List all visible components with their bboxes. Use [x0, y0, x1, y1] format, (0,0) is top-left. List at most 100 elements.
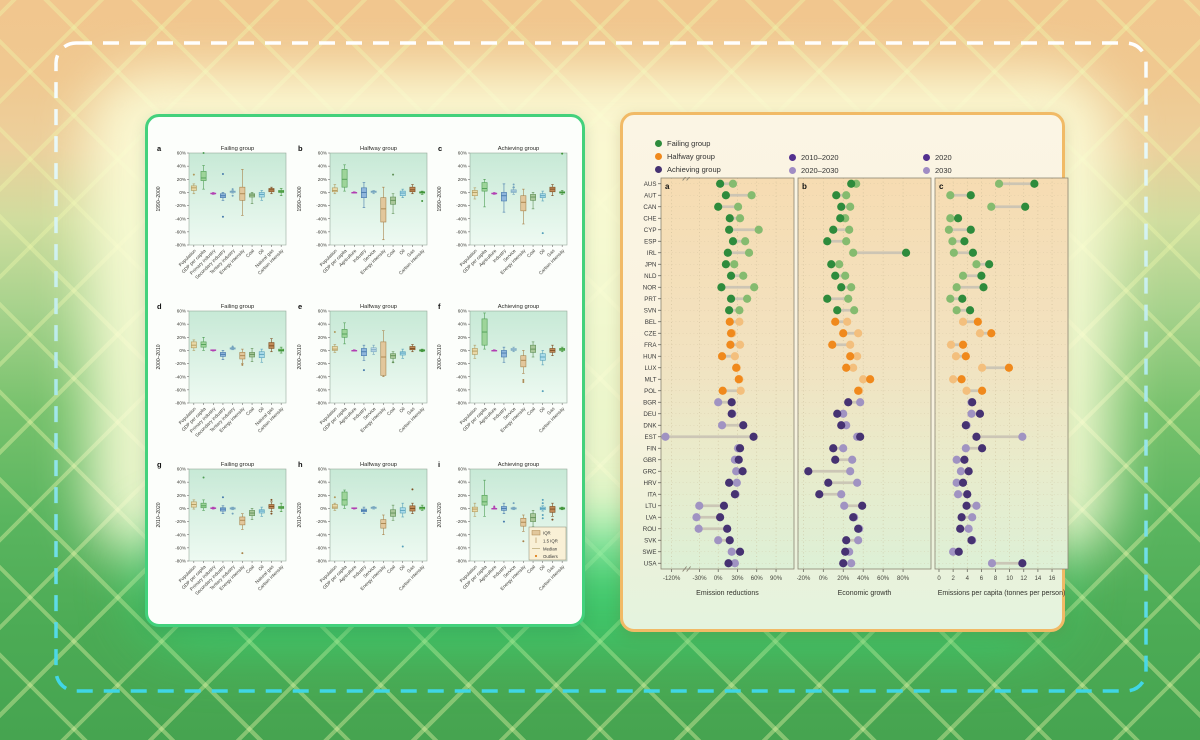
- svg-text:NOR: NOR: [643, 284, 657, 291]
- svg-text:-40%: -40%: [316, 374, 327, 379]
- dot-panels-container: -120% -30% 0% 30% 60% 90% AUS AUT CAN CHE CYP ESP IR…: [631, 177, 1069, 623]
- svg-text:-60%: -60%: [175, 545, 186, 550]
- svg-text:0%: 0%: [179, 190, 186, 195]
- legend-label: Failing group: [667, 139, 711, 148]
- svg-text:60%: 60%: [177, 467, 186, 472]
- svg-text:-20%: -20%: [457, 361, 468, 366]
- svg-text:ROU: ROU: [643, 526, 657, 533]
- svg-text:0%: 0%: [320, 348, 327, 353]
- svg-text:30%: 30%: [731, 576, 744, 582]
- legend-label: Achieving group: [667, 165, 721, 174]
- svg-text:-80%: -80%: [175, 559, 186, 564]
- period-2010-2020-dot-icon: [789, 154, 796, 161]
- svg-text:-80%: -80%: [457, 559, 468, 564]
- svg-text:Failing group: Failing group: [221, 146, 255, 152]
- svg-text:40%: 40%: [317, 322, 326, 327]
- svg-text:-60%: -60%: [457, 229, 468, 234]
- svg-text:Oil: Oil: [539, 406, 547, 414]
- box-panel-a: a Failing group 1990–2000 60% 40% 20% 0% -20% -4…: [156, 144, 287, 280]
- svg-text:SVK: SVK: [644, 537, 657, 544]
- svg-text:6: 6: [980, 576, 984, 582]
- svg-text:-20%: -20%: [457, 519, 468, 524]
- svg-text:1.5 IQR: 1.5 IQR: [543, 539, 558, 544]
- svg-text:Coal: Coal: [245, 248, 255, 258]
- svg-text:Gas: Gas: [546, 564, 556, 574]
- svg-text:Coal: Coal: [245, 564, 255, 574]
- svg-text:-40%: -40%: [316, 532, 327, 537]
- halfway-group-dot-icon: [655, 153, 662, 160]
- svg-text:PRT: PRT: [644, 296, 656, 303]
- svg-text:Halfway group: Halfway group: [360, 462, 397, 468]
- svg-text:Emission reductions: Emission reductions: [696, 590, 759, 597]
- svg-text:40%: 40%: [458, 322, 467, 327]
- svg-text:20%: 20%: [177, 335, 186, 340]
- svg-text:2000–2010: 2000–2010: [297, 344, 303, 369]
- svg-text:-40%: -40%: [457, 216, 468, 221]
- legend-label: 2020: [935, 153, 952, 162]
- svg-text:Oil: Oil: [398, 564, 406, 572]
- svg-text:MLT: MLT: [645, 376, 657, 383]
- svg-text:-120%: -120%: [663, 576, 681, 582]
- svg-text:0%: 0%: [179, 348, 186, 353]
- year-2030-dot-icon: [923, 167, 930, 174]
- svg-text:-20%: -20%: [175, 203, 186, 208]
- svg-text:HRV: HRV: [644, 480, 658, 487]
- svg-text:40%: 40%: [458, 480, 467, 485]
- box-panel-i: i Achieving group 2010–2020 60% 40% 20% 0% -20%…: [437, 460, 568, 592]
- svg-text:20%: 20%: [837, 576, 850, 582]
- svg-text:-80%: -80%: [316, 243, 327, 248]
- svg-text:IRL: IRL: [647, 250, 657, 257]
- svg-text:ITA: ITA: [647, 491, 657, 498]
- svg-text:40%: 40%: [857, 576, 870, 582]
- box-panel-g: g Failing group 2010–2020 60% 40% 20% 0% -20% -4…: [156, 460, 287, 596]
- box-panel-e: e Halfway group 2000–2010 60% 40% 20% 0% -20% -4…: [297, 302, 427, 434]
- svg-text:40%: 40%: [317, 480, 326, 485]
- dot-panel-c: 0 2 4 6 8 10 12 14 16 c Emissions per capita (tonn…: [934, 177, 1069, 597]
- svg-text:Halfway group: Halfway group: [360, 304, 397, 310]
- svg-text:-80%: -80%: [316, 559, 327, 564]
- svg-text:20%: 20%: [317, 335, 326, 340]
- svg-text:IQR: IQR: [543, 531, 551, 536]
- svg-text:Coal: Coal: [526, 248, 536, 258]
- svg-text:Gas: Gas: [406, 406, 416, 416]
- svg-text:-60%: -60%: [316, 545, 327, 550]
- svg-text:-60%: -60%: [316, 229, 327, 234]
- svg-text:Coal: Coal: [526, 564, 536, 574]
- svg-text:-60%: -60%: [457, 545, 468, 550]
- svg-text:EST: EST: [644, 434, 656, 441]
- box-panel-b: b Halfway group 1990–2000 60% 40% 20% 0% -20% -4…: [297, 144, 427, 276]
- svg-text:90%: 90%: [770, 576, 783, 582]
- svg-text:CYP: CYP: [644, 227, 657, 234]
- legend-years: 2020 2030: [923, 153, 952, 175]
- svg-text:Achieving group: Achieving group: [498, 304, 540, 310]
- svg-text:Failing group: Failing group: [221, 462, 255, 468]
- svg-text:Gas: Gas: [546, 406, 556, 416]
- svg-text:60%: 60%: [317, 309, 326, 314]
- svg-text:LUX: LUX: [644, 365, 656, 372]
- svg-text:LVA: LVA: [646, 514, 658, 521]
- svg-text:0%: 0%: [714, 576, 723, 582]
- svg-text:-20%: -20%: [316, 519, 327, 524]
- achieving-group-dot-icon: [655, 166, 662, 173]
- svg-text:-20%: -20%: [316, 361, 327, 366]
- svg-text:DEU: DEU: [643, 411, 656, 418]
- svg-text:Oil: Oil: [257, 564, 265, 572]
- svg-text:-80%: -80%: [175, 401, 186, 406]
- svg-text:Oil: Oil: [539, 248, 547, 256]
- svg-text:SVN: SVN: [644, 307, 657, 314]
- svg-text:12: 12: [1020, 576, 1027, 582]
- svg-text:40%: 40%: [317, 164, 326, 169]
- svg-text:FIN: FIN: [647, 445, 657, 452]
- svg-text:c: c: [438, 144, 442, 153]
- svg-text:8: 8: [994, 576, 998, 582]
- svg-text:-80%: -80%: [457, 243, 468, 248]
- svg-text:-80%: -80%: [316, 401, 327, 406]
- svg-text:-80%: -80%: [175, 243, 186, 248]
- svg-text:20%: 20%: [317, 177, 326, 182]
- svg-text:-20%: -20%: [797, 576, 811, 582]
- box-panel-c: c Achieving group 1990–2000 60% 40% 20% 0% -20%…: [437, 144, 568, 276]
- svg-text:40%: 40%: [177, 322, 186, 327]
- legend-item-2020-2030: 2020–2030: [789, 166, 839, 175]
- svg-text:SWE: SWE: [642, 549, 656, 556]
- svg-text:-20%: -20%: [175, 519, 186, 524]
